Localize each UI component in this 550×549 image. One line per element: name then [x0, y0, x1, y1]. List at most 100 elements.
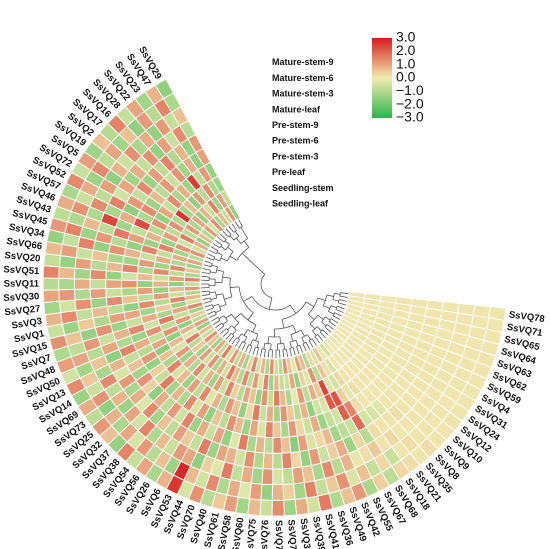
dendrogram-branch: [324, 324, 328, 328]
dendrogram-branch: [317, 297, 326, 301]
heatmap-cell: [105, 295, 124, 307]
dendrogram-branch: [209, 313, 217, 319]
dendrogram-branch: [279, 336, 281, 344]
heatmap-cell: [152, 280, 170, 288]
gene-label: SsVQ75: [245, 518, 259, 549]
dendrogram-branch: [223, 239, 227, 243]
dendrogram-branch: [210, 316, 219, 322]
dendrogram-branch: [219, 254, 223, 262]
dendrogram-branch: [316, 326, 322, 332]
color-scale-tick-label: −3.0: [396, 109, 424, 125]
heatmap-cell: [280, 420, 290, 438]
dendrogram-branch: [263, 349, 266, 358]
dendrogram-branch: [248, 344, 253, 347]
dendrogram-branch: [268, 297, 273, 310]
dendrogram-branch: [207, 253, 215, 258]
dendrogram-branch: [243, 240, 250, 248]
dendrogram-branch: [260, 348, 263, 357]
heatmap-cell: [105, 287, 123, 298]
dendrogram-branch: [220, 246, 226, 251]
dendrogram-branch: [311, 338, 317, 346]
track-label: Pre-stem-9: [272, 120, 319, 130]
dendrogram-branch: [243, 336, 248, 343]
dendrogram-branch: [233, 235, 240, 241]
dendrogram-branch: [210, 297, 217, 300]
heatmap-cell: [121, 279, 138, 289]
dendrogram-branch: [210, 271, 217, 274]
dendrogram-branch: [335, 306, 338, 310]
dendrogram-branch: [202, 268, 211, 271]
heatmap-cell: [263, 436, 274, 454]
dendrogram-branch: [337, 299, 340, 303]
dendrogram-branch: [233, 322, 240, 329]
dendrogram-branch: [215, 266, 218, 274]
dendrogram-branch: [281, 319, 285, 329]
heatmap-cell: [105, 279, 123, 290]
dendrogram-branch: [338, 302, 347, 306]
dendrogram-branch: [234, 231, 240, 237]
dendrogram-branch: [229, 235, 235, 241]
dendrogram-branch: [292, 325, 297, 333]
dendrogram-branch: [215, 291, 218, 299]
dendrogram-branch: [334, 312, 342, 317]
dendrogram-branch: [289, 342, 292, 349]
dendrogram-branch: [319, 331, 326, 339]
heatmap-cell: [89, 288, 107, 300]
heatmap-cell: [89, 268, 107, 281]
dendrogram-branch: [285, 348, 289, 357]
dendrogram-branch: [261, 348, 266, 350]
heatmap-cell: [272, 421, 282, 438]
dendrogram-branch: [328, 318, 332, 322]
dendrogram-branch: [307, 297, 319, 315]
dendrogram-branch: [243, 296, 253, 302]
gene-label: SsVQ51: [3, 264, 40, 277]
dendrogram-branch: [332, 312, 335, 316]
heatmap-cell: [152, 286, 170, 295]
heatmap-cell: [271, 483, 285, 501]
dendrogram-branch: [267, 336, 270, 344]
dendrogram-branch: [234, 221, 240, 229]
dendrogram-branch: [339, 295, 348, 298]
dendrogram-branch: [203, 264, 212, 268]
dendrogram-branch: [225, 333, 232, 340]
track-label: Mature-stem-6: [272, 73, 334, 83]
heatmap-cell: [282, 483, 296, 501]
dendrogram-branch: [309, 323, 316, 330]
dendrogram-branch: [308, 340, 314, 348]
dendrogram-branch: [312, 330, 317, 336]
heatmap-cell: [283, 498, 298, 517]
dendrogram-branch: [204, 304, 213, 308]
dendrogram-branch: [332, 315, 341, 320]
dendrogram-branch: [225, 228, 232, 235]
track-label: Pre-stem-6: [272, 136, 319, 146]
dendrogram-branch: [260, 274, 272, 299]
dendrogram-branch: [210, 297, 212, 302]
dendrogram-branch: [215, 293, 223, 296]
dendrogram-branch: [323, 305, 330, 309]
dendrogram-branch: [233, 229, 237, 233]
heatmap-cell: [272, 452, 283, 470]
dendrogram-branch: [328, 311, 334, 315]
dendrogram-branch: [238, 341, 243, 349]
dendrogram-branch: [339, 299, 348, 302]
track-label: Seedling-leaf: [272, 199, 329, 209]
heatmap-cell: [42, 277, 60, 291]
dendrogram-branch: [231, 223, 237, 231]
heatmap-cell: [294, 497, 310, 516]
heatmap-cell: [73, 278, 91, 290]
dendrogram-branch: [243, 232, 249, 239]
dendrogram-branch: [256, 341, 260, 348]
dendrogram-branch: [324, 326, 332, 333]
dendrogram-branch: [251, 296, 291, 311]
heatmap-cell: [136, 279, 154, 289]
heatmap-cell: [136, 286, 154, 296]
dendrogram-branch: [228, 335, 235, 343]
dendrogram-branch: [213, 258, 220, 262]
dendrogram-branch: [231, 337, 237, 345]
heatmap-cell: [291, 466, 305, 485]
dendrogram-branch: [299, 345, 304, 353]
dendrogram-branch: [236, 237, 242, 244]
dendrogram-branch: [221, 322, 225, 327]
dendrogram-branch: [317, 334, 323, 341]
dendrogram-branch: [295, 340, 299, 346]
